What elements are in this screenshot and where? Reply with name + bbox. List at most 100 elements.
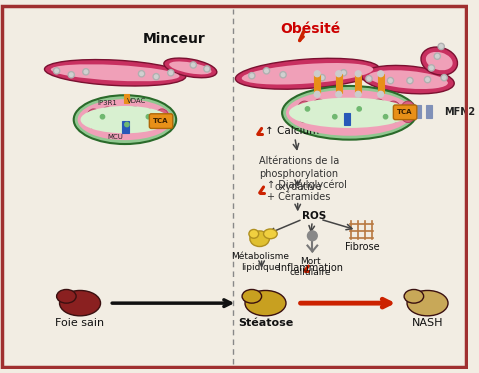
Text: NASH: NASH [412,318,443,327]
Circle shape [441,75,447,81]
Circle shape [378,91,384,97]
Text: Minceur: Minceur [142,32,205,46]
Circle shape [355,91,361,97]
Ellipse shape [250,231,269,247]
Circle shape [383,115,388,119]
Circle shape [434,53,440,59]
Circle shape [341,70,347,76]
Circle shape [281,73,285,76]
FancyBboxPatch shape [393,105,417,120]
Circle shape [205,67,209,70]
Ellipse shape [245,291,286,316]
Ellipse shape [51,64,180,81]
Circle shape [388,78,394,84]
Text: Stéatose: Stéatose [238,318,293,327]
Circle shape [336,71,342,77]
Ellipse shape [423,300,441,310]
Bar [314,74,320,93]
Circle shape [342,71,345,75]
Circle shape [314,71,320,77]
Text: ↑ Calcium: ↑ Calcium [265,126,320,137]
Circle shape [168,70,174,76]
Bar [355,74,361,93]
Ellipse shape [127,107,142,126]
Text: TCA: TCA [398,109,413,115]
FancyBboxPatch shape [149,114,173,128]
Ellipse shape [404,289,423,303]
Text: Fibrose: Fibrose [345,242,379,251]
Ellipse shape [342,99,357,120]
Ellipse shape [282,86,417,140]
Circle shape [336,91,342,97]
Circle shape [192,63,195,67]
Circle shape [314,91,320,97]
Circle shape [388,79,392,82]
Ellipse shape [407,291,448,316]
Ellipse shape [368,70,448,89]
Ellipse shape [169,62,212,74]
Ellipse shape [242,289,262,303]
Ellipse shape [235,58,379,89]
Text: Foie sain: Foie sain [56,318,104,327]
Ellipse shape [356,101,372,123]
Circle shape [435,54,439,58]
Circle shape [140,72,143,75]
Ellipse shape [155,109,170,128]
Circle shape [125,122,129,127]
Circle shape [100,115,104,119]
Circle shape [367,77,371,81]
Circle shape [305,107,309,111]
Bar [414,105,421,118]
Ellipse shape [426,52,453,70]
Circle shape [357,107,361,111]
Circle shape [430,66,433,70]
Text: Obésité: Obésité [280,22,341,36]
Circle shape [154,75,158,78]
Circle shape [68,72,74,78]
Ellipse shape [164,58,217,78]
Circle shape [146,115,150,119]
Ellipse shape [114,109,128,128]
Ellipse shape [297,101,312,123]
Text: Altérations de la
phosphorylation
oxydative: Altérations de la phosphorylation oxydat… [259,156,339,192]
Bar [378,74,384,93]
Circle shape [249,73,255,79]
Ellipse shape [78,99,172,140]
Circle shape [280,72,286,78]
Circle shape [438,43,445,50]
Ellipse shape [327,101,342,123]
Circle shape [204,66,210,72]
Circle shape [426,78,429,81]
Circle shape [138,70,145,77]
Circle shape [428,65,434,71]
Circle shape [84,70,88,73]
Text: Métabolisme
lipidique: Métabolisme lipidique [232,253,290,273]
Ellipse shape [262,300,279,310]
Text: Inflammation: Inflammation [278,263,343,273]
Ellipse shape [371,99,387,120]
Text: IP3R1: IP3R1 [98,100,117,106]
Circle shape [332,115,337,119]
Text: MCU: MCU [107,134,123,140]
Ellipse shape [421,47,457,75]
Ellipse shape [263,229,277,239]
Circle shape [439,45,443,48]
Ellipse shape [242,63,373,85]
Text: Mort
cellulaire: Mort cellulaire [290,257,331,278]
Ellipse shape [141,109,156,128]
Text: TCA: TCA [153,117,169,123]
Bar [343,113,351,125]
Circle shape [424,76,431,83]
Circle shape [250,74,253,78]
Circle shape [408,79,412,82]
Ellipse shape [311,99,327,120]
Bar [122,120,129,133]
Circle shape [83,69,89,75]
Text: ROS: ROS [302,211,326,221]
Circle shape [190,62,196,68]
Ellipse shape [286,90,413,136]
Circle shape [54,68,60,74]
Text: MFN2: MFN2 [444,107,475,117]
Circle shape [355,71,361,77]
Ellipse shape [289,98,410,128]
